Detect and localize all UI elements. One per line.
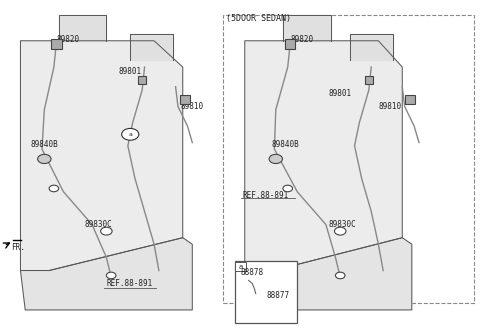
Circle shape: [49, 185, 59, 192]
Polygon shape: [21, 41, 183, 270]
Text: 89820: 89820: [290, 35, 313, 44]
Polygon shape: [59, 15, 107, 41]
Circle shape: [336, 272, 345, 279]
Text: 89810: 89810: [378, 102, 401, 111]
Text: 89801: 89801: [328, 89, 351, 98]
Polygon shape: [245, 238, 412, 310]
Text: 89820: 89820: [56, 35, 79, 44]
Polygon shape: [283, 15, 331, 41]
Bar: [235, 262, 246, 271]
Text: 89840B: 89840B: [30, 140, 58, 149]
Bar: [138, 76, 146, 84]
Text: REF.88-891: REF.88-891: [107, 279, 153, 288]
Text: 89810: 89810: [180, 102, 204, 111]
Text: a: a: [239, 263, 242, 269]
Text: 89830C: 89830C: [328, 220, 356, 229]
Circle shape: [37, 154, 51, 164]
Circle shape: [244, 280, 251, 285]
Polygon shape: [130, 34, 173, 61]
Polygon shape: [245, 41, 402, 270]
Text: 88878: 88878: [241, 268, 264, 277]
Bar: [51, 39, 61, 49]
Bar: [285, 39, 295, 49]
Text: REF.88-891: REF.88-891: [242, 191, 288, 200]
Text: (5DOOR SEDAN): (5DOOR SEDAN): [226, 14, 291, 23]
Circle shape: [101, 227, 112, 235]
Bar: [405, 95, 415, 105]
Circle shape: [107, 272, 116, 279]
Polygon shape: [350, 34, 393, 61]
Circle shape: [335, 227, 346, 235]
Text: 89830C: 89830C: [85, 220, 113, 229]
Circle shape: [269, 154, 282, 164]
Circle shape: [283, 185, 292, 192]
Text: FR.: FR.: [11, 243, 25, 252]
Text: a: a: [128, 132, 132, 137]
Text: 89840B: 89840B: [271, 140, 299, 149]
Bar: [364, 76, 373, 84]
Bar: [180, 95, 190, 105]
Bar: [223, 15, 474, 303]
Circle shape: [121, 128, 139, 140]
Text: 88877: 88877: [266, 291, 289, 300]
Bar: [235, 261, 297, 323]
Polygon shape: [21, 238, 192, 310]
Circle shape: [252, 292, 260, 298]
Text: 89801: 89801: [118, 68, 142, 76]
